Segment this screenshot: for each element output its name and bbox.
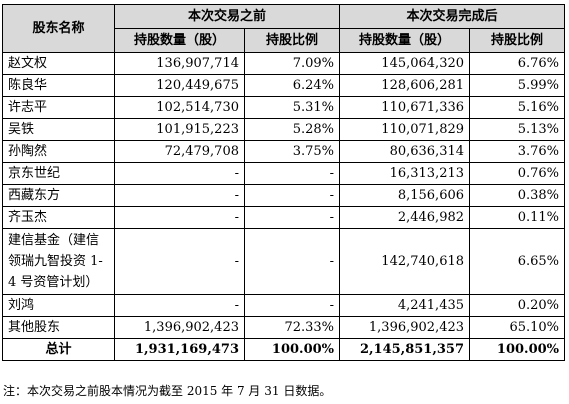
shareholder-name: 西藏东方 bbox=[2, 184, 115, 207]
shareholder-name: 吴铁 bbox=[2, 118, 115, 141]
header-after-shares: 持股数量（股） bbox=[339, 28, 471, 53]
total-before-shares: 1,931,169,473 bbox=[114, 338, 245, 361]
table-row: 陈良华 120,449,675 6.24% 128,606,281 5.99% bbox=[2, 74, 566, 97]
after-ratio: 6.65% bbox=[469, 228, 566, 295]
before-ratio: - bbox=[243, 228, 341, 295]
after-shares: 2,446,982 bbox=[339, 206, 471, 229]
after-shares: 16,313,213 bbox=[339, 162, 471, 185]
header-after-ratio: 持股比例 bbox=[469, 28, 566, 53]
table-row: 赵文权 136,907,714 7.09% 145,064,320 6.76% bbox=[2, 52, 566, 75]
table-row: 许志平 102,514,730 5.31% 110,671,336 5.16% bbox=[2, 96, 566, 119]
header-after: 本次交易完成后 bbox=[339, 4, 566, 29]
before-shares: 136,907,714 bbox=[114, 52, 245, 75]
after-shares: 8,156,606 bbox=[339, 184, 471, 207]
after-shares: 110,671,336 bbox=[339, 96, 471, 119]
table-row: 其他股东 1,396,902,423 72.33% 1,396,902,423 … bbox=[2, 316, 566, 339]
before-shares: - bbox=[114, 184, 245, 207]
before-ratio: 72.33% bbox=[243, 316, 341, 339]
header-row-sub: 持股数量（股） 持股比例 持股数量（股） 持股比例 bbox=[3, 28, 566, 53]
after-ratio: 5.16% bbox=[469, 96, 566, 119]
before-shares: - bbox=[114, 228, 245, 295]
before-shares: 120,449,675 bbox=[114, 74, 245, 97]
total-label: 总计 bbox=[2, 338, 115, 361]
before-shares: - bbox=[114, 162, 245, 185]
header-before-shares: 持股数量（股） bbox=[114, 28, 245, 53]
total-after-shares: 2,145,851,357 bbox=[339, 338, 471, 361]
total-before-ratio: 100.00% bbox=[243, 338, 341, 361]
shareholder-name: 孙陶然 bbox=[2, 140, 115, 163]
before-ratio: - bbox=[243, 206, 341, 229]
table-row: 京东世纪 - - 16,313,213 0.76% bbox=[2, 162, 566, 185]
after-ratio: 65.10% bbox=[469, 316, 566, 339]
before-ratio: 3.75% bbox=[243, 140, 341, 163]
before-shares: 1,396,902,423 bbox=[114, 316, 245, 339]
shareholder-name: 其他股东 bbox=[2, 316, 115, 339]
before-ratio: 5.31% bbox=[243, 96, 341, 119]
before-ratio: - bbox=[243, 294, 341, 317]
before-ratio: - bbox=[243, 162, 341, 185]
before-shares: - bbox=[114, 206, 245, 229]
header-before: 本次交易之前 bbox=[113, 4, 341, 29]
after-ratio: 0.11% bbox=[469, 206, 566, 229]
after-ratio: 6.76% bbox=[469, 52, 566, 75]
header-before-ratio: 持股比例 bbox=[243, 28, 341, 53]
table-row: 西藏东方 - - 8,156,606 0.38% bbox=[2, 184, 566, 207]
before-shares: 102,514,730 bbox=[114, 96, 245, 119]
shareholder-name: 赵文权 bbox=[2, 52, 115, 75]
after-ratio: 5.13% bbox=[469, 118, 566, 141]
table-row: 孙陶然 72,479,708 3.75% 80,636,314 3.76% bbox=[2, 140, 566, 163]
shareholder-name: 许志平 bbox=[2, 96, 115, 119]
after-shares: 4,241,435 bbox=[339, 294, 471, 317]
shareholder-name: 京东世纪 bbox=[2, 162, 115, 185]
total-after-ratio: 100.00% bbox=[469, 338, 566, 361]
header-row-top: 股东名称 本次交易之前 本次交易完成后 bbox=[2, 4, 566, 53]
after-shares: 145,064,320 bbox=[339, 52, 471, 75]
after-ratio: 0.20% bbox=[469, 294, 566, 317]
shareholder-name: 齐玉杰 bbox=[2, 206, 115, 229]
after-ratio: 3.76% bbox=[469, 140, 566, 163]
table-row: 吴铁 101,915,223 5.28% 110,071,829 5.13% bbox=[2, 118, 566, 141]
shareholder-name: 陈良华 bbox=[2, 74, 115, 97]
table-row: 建信基金（建信领瑞九智投资 1-4 号资管计划） - - 142,740,618… bbox=[2, 228, 566, 295]
header-shareholder: 股东名称 bbox=[2, 4, 115, 53]
shareholder-name: 建信基金（建信领瑞九智投资 1-4 号资管计划） bbox=[2, 228, 115, 295]
shareholding-table: 股东名称 本次交易之前 本次交易完成后 持股数量（股） 持股比例 持股数量（股）… bbox=[2, 4, 566, 361]
after-ratio: 0.38% bbox=[469, 184, 566, 207]
after-ratio: 0.76% bbox=[469, 162, 566, 185]
table-row: 齐玉杰 - - 2,446,982 0.11% bbox=[2, 206, 566, 229]
before-ratio: - bbox=[243, 184, 341, 207]
total-row: 总计 1,931,169,473 100.00% 2,145,851,357 1… bbox=[2, 338, 566, 361]
shareholder-name: 刘鸿 bbox=[2, 294, 115, 317]
after-shares: 128,606,281 bbox=[339, 74, 471, 97]
table-row: 刘鸿 - - 4,241,435 0.20% bbox=[2, 294, 566, 317]
table-header: 股东名称 本次交易之前 本次交易完成后 持股数量（股） 持股比例 持股数量（股）… bbox=[2, 4, 566, 53]
before-ratio: 5.28% bbox=[243, 118, 341, 141]
before-ratio: 6.24% bbox=[243, 74, 341, 97]
before-shares: - bbox=[114, 294, 245, 317]
before-ratio: 7.09% bbox=[243, 52, 341, 75]
table-body: 赵文权 136,907,714 7.09% 145,064,320 6.76% … bbox=[2, 52, 566, 361]
after-shares: 110,071,829 bbox=[339, 118, 471, 141]
after-shares: 142,740,618 bbox=[339, 228, 471, 295]
before-shares: 72,479,708 bbox=[114, 140, 245, 163]
after-shares: 1,396,902,423 bbox=[339, 316, 471, 339]
footnote: 注：本次交易之前股本情况为截至 2015 年 7 月 31 日数据。 bbox=[3, 384, 332, 398]
after-ratio: 5.99% bbox=[469, 74, 566, 97]
before-shares: 101,915,223 bbox=[114, 118, 245, 141]
after-shares: 80,636,314 bbox=[339, 140, 471, 163]
